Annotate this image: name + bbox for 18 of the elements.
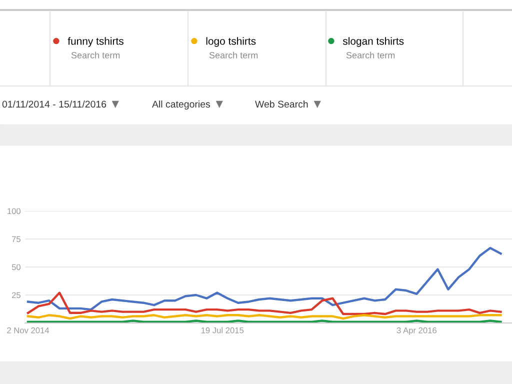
text: Search term — [209, 52, 258, 58]
text: Web Search — [255, 100, 308, 108]
legend-label: logo tshirts — [206, 37, 256, 47]
text: All categories — [152, 100, 210, 110]
x-tick-label: 3 Apr 2016 — [396, 327, 436, 335]
x-tick-label: 19 Jul 2015 — [201, 327, 244, 334]
text: Search term — [71, 52, 120, 58]
line-series — [26, 246, 502, 311]
y-tick-label: 25 — [12, 292, 20, 298]
y-tick-label: 50 — [12, 264, 21, 270]
y-tick-label: 100 — [8, 208, 21, 214]
y-tick-label: 75 — [12, 236, 20, 242]
x-tick-label: 2 Nov 2014 — [7, 327, 50, 334]
legend-label: slogan tshirts — [342, 37, 404, 47]
text: 01/11/2014 - 15/11/2016 — [2, 100, 106, 108]
text: Search term — [346, 52, 395, 58]
legend-label: funny tshirts — [68, 37, 124, 47]
line-series — [26, 292, 502, 316]
